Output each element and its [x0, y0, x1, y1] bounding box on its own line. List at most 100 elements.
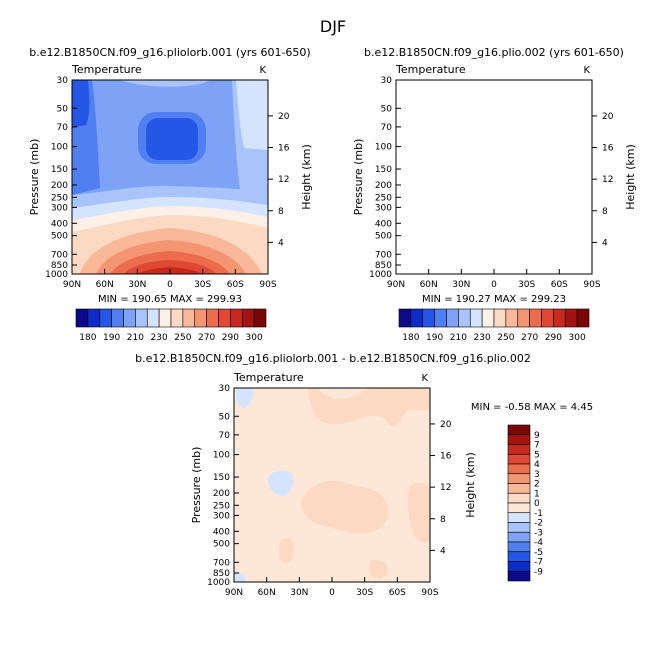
latitude-tick-label: 30S — [194, 280, 211, 290]
colorbar-label: 9 — [534, 431, 540, 441]
pressure-tick-label: 850 — [213, 569, 230, 579]
colorbar-swatch — [87, 308, 101, 328]
colorbar-label: 0 — [534, 499, 540, 509]
colorbar-swatch — [507, 463, 531, 475]
height-tick-label: 8 — [278, 207, 284, 217]
units-label: K — [583, 65, 590, 76]
colorbar-swatch — [507, 434, 531, 445]
colorbar-swatch — [182, 308, 196, 328]
colorbar-swatch — [158, 308, 172, 328]
pressure-tick-label: 100 — [51, 143, 68, 153]
height-axis-label: Height (km) — [300, 144, 313, 210]
pressure-tick-label: 400 — [51, 219, 68, 229]
pressure-axis-label: Pressure (mb) — [352, 139, 365, 216]
pressure-tick-label: 850 — [375, 261, 392, 271]
variable-label: Temperature — [395, 63, 466, 76]
colorbar-swatch — [218, 308, 231, 328]
colorbar-swatch — [507, 512, 531, 523]
pressure-tick-label: 50 — [219, 412, 231, 422]
colorbar-swatch — [507, 483, 531, 494]
pressure-tick-label: 200 — [375, 181, 392, 191]
pressure-tick-label: 300 — [375, 203, 392, 213]
contour-band — [369, 559, 388, 578]
variable-label: Temperature — [233, 371, 304, 384]
contour-field — [234, 388, 430, 582]
colorbar-swatch — [230, 308, 243, 328]
colorbar-label: 300 — [569, 333, 586, 343]
latitude-tick-label: 90N — [387, 280, 405, 290]
pressure-tick-label: 50 — [381, 104, 393, 114]
contour-band — [444, 80, 534, 87]
colorbar-label: 270 — [198, 333, 215, 343]
contour-band — [268, 470, 294, 496]
colorbar-label: 210 — [450, 333, 467, 343]
colorbar-label: 290 — [222, 333, 239, 343]
contour-band — [236, 80, 268, 150]
contour-band — [470, 118, 522, 160]
height-tick-label: 8 — [440, 515, 446, 525]
colorbar-swatch — [507, 473, 531, 484]
latitude-tick-label: 30N — [452, 280, 470, 290]
units-label: K — [259, 65, 266, 76]
latitude-tick-label: 60N — [420, 280, 438, 290]
colorbar-label: 190 — [103, 333, 120, 343]
colorbar-label: 4 — [534, 460, 540, 470]
height-tick-label: 20 — [440, 420, 452, 430]
colorbar-swatch — [241, 308, 255, 328]
colorbar-label: -7 — [534, 558, 543, 568]
colorbar-label: 270 — [521, 333, 538, 343]
pressure-tick-label: 500 — [51, 232, 68, 242]
colorbar-swatch — [135, 308, 148, 328]
latitude-tick-label: 30N — [128, 280, 146, 290]
colorbar-swatch — [410, 308, 424, 328]
latitude-tick-label: 60S — [551, 280, 568, 290]
colorbar-label: 230 — [151, 333, 168, 343]
latitude-tick-label: 60S — [389, 588, 406, 598]
colorbar-swatch — [507, 424, 531, 436]
pressure-tick-label: 500 — [213, 540, 230, 550]
colorbar-swatch — [75, 308, 89, 328]
latitude-axis: 90N 60N 30N 0 30S 60S 90S — [225, 577, 439, 598]
colorbar-swatch — [507, 561, 531, 572]
height-axis: 20 16 12 8 4 — [268, 112, 290, 248]
pressure-tick-label: 500 — [375, 232, 392, 242]
height-tick-label: 20 — [602, 112, 614, 122]
colorbar-label: 210 — [127, 333, 144, 343]
latitude-tick-label: 90S — [583, 280, 600, 290]
colorbar-swatch — [170, 308, 184, 328]
pressure-tick-label: 700 — [375, 250, 392, 260]
pressure-tick-label: 700 — [51, 250, 68, 260]
colorbar-swatch — [446, 308, 459, 328]
contour-band — [234, 571, 246, 582]
colorbar-swatch — [99, 308, 112, 328]
colorbar-swatch — [517, 308, 530, 328]
contour-band — [279, 538, 294, 564]
colorbar-swatch — [422, 308, 435, 328]
variable-label: Temperature — [71, 63, 142, 76]
contour-band — [396, 215, 592, 274]
colorbar-label: 250 — [497, 333, 514, 343]
colorbar-label: -4 — [534, 538, 543, 548]
colorbar-swatch — [507, 492, 531, 504]
colorbar-swatch — [493, 308, 507, 328]
colorbar: 180 190 210 230 250 270 290 300 — [398, 308, 590, 343]
colorbar-swatch — [576, 308, 590, 328]
contour-band — [301, 480, 389, 534]
pressure-tick-label: 700 — [213, 558, 230, 568]
panel-title: b.e12.B1850CN.f09_g16.pliolorb.001 (yrs … — [29, 46, 310, 59]
latitude-tick-label: 60N — [258, 588, 276, 598]
height-axis-label: Height (km) — [464, 452, 477, 518]
latitude-tick-label: 90S — [259, 280, 276, 290]
latitude-tick-label: 60N — [96, 280, 114, 290]
colorbar-label: 290 — [545, 333, 562, 343]
colorbar-label: 180 — [79, 333, 96, 343]
colorbar-swatch — [507, 570, 531, 582]
pressure-tick-label: 100 — [213, 451, 230, 461]
plot-frame — [395, 79, 593, 275]
latitude-tick-label: 0 — [491, 280, 497, 290]
colorbar-label: 300 — [246, 333, 263, 343]
colorbar-swatch — [507, 541, 531, 553]
height-tick-label: 4 — [278, 238, 284, 248]
colorbar-swatch — [507, 522, 531, 533]
colorbar-swatch — [507, 551, 531, 562]
